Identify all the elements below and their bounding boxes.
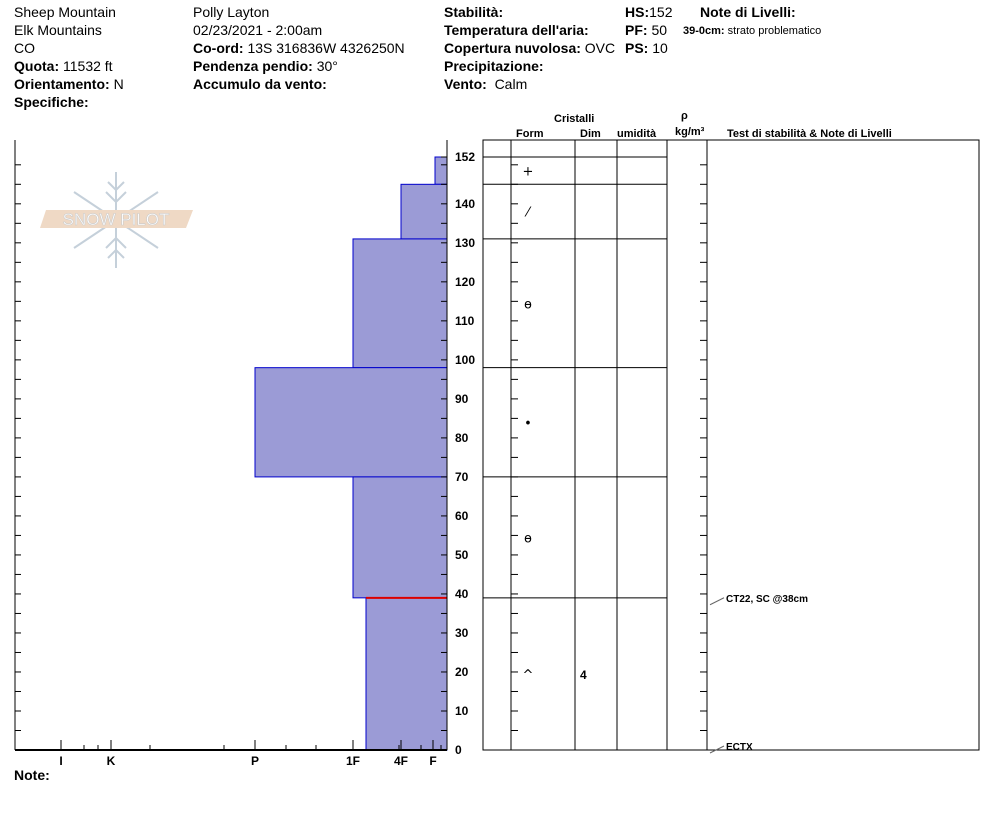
precip-label: Precipitazione: bbox=[444, 58, 544, 74]
size-header: Dim bbox=[580, 128, 601, 140]
ps: PS: 10 bbox=[625, 40, 668, 56]
height-label: 80 bbox=[455, 431, 469, 445]
grain-form-icon: ^ bbox=[523, 668, 534, 683]
hs: HS:152 bbox=[625, 4, 673, 20]
grain-form-icon: • bbox=[524, 416, 532, 431]
layer-table bbox=[482, 139, 980, 751]
air-temp-label: Temperatura dell'aria: bbox=[444, 22, 589, 38]
note-label: Note: bbox=[14, 767, 50, 783]
sky: Copertura nuvolosa: OVC bbox=[444, 40, 616, 56]
location: Sheep Mountain bbox=[14, 4, 116, 20]
hardness-bar bbox=[352, 238, 448, 369]
height-label: 152 bbox=[455, 150, 475, 164]
hardness-label: K bbox=[107, 754, 116, 768]
height-label: 60 bbox=[455, 509, 469, 523]
hardness-label: F bbox=[429, 754, 436, 768]
test-arrow bbox=[709, 597, 725, 606]
pf: PF: 50 bbox=[625, 22, 668, 38]
hardness-bar bbox=[365, 597, 448, 751]
hardness-bar bbox=[434, 156, 448, 185]
aspect: Orientamento: N bbox=[14, 76, 124, 92]
stability-label: Stabilità: bbox=[444, 4, 504, 20]
grain-form-icon: + bbox=[523, 165, 534, 180]
stability-test-label: ECTX bbox=[726, 742, 753, 753]
hardness-bar bbox=[352, 476, 448, 599]
hardness-bar bbox=[400, 183, 448, 240]
density-unit-header: kg/m³ bbox=[675, 126, 705, 138]
rho-header: ρ bbox=[681, 110, 688, 122]
coord: Co-ord: 13S 316836W 4326250N bbox=[193, 40, 405, 56]
wind: Vento: Calm bbox=[444, 76, 528, 92]
hardness-label: I bbox=[59, 754, 62, 768]
test-arrow bbox=[709, 745, 725, 754]
height-label: 110 bbox=[455, 314, 475, 328]
snowflake-icon: SNOW PILOT bbox=[40, 172, 193, 268]
grain-form-icon: ɵ bbox=[524, 531, 532, 546]
height-label: 50 bbox=[455, 548, 469, 562]
grain-size: 4 bbox=[580, 668, 587, 682]
hardness-bar bbox=[254, 367, 448, 478]
height-label: 90 bbox=[455, 392, 469, 406]
svg-text:SNOW PILOT: SNOW PILOT bbox=[63, 210, 170, 229]
grain-form-icon: ɵ bbox=[524, 297, 532, 312]
layer-note: 39-0cm: strato problematico bbox=[683, 25, 822, 37]
datetime: 02/23/2021 - 2:00am bbox=[193, 22, 323, 38]
height-label: 0 bbox=[455, 743, 462, 757]
stability-test-label: CT22, SC @38cm bbox=[726, 594, 808, 605]
moisture-header: umidità bbox=[617, 128, 657, 140]
slope: Pendenza pendio: 30° bbox=[193, 58, 338, 74]
height-label: 70 bbox=[455, 470, 469, 484]
height-label: 140 bbox=[455, 197, 475, 211]
height-label: 100 bbox=[455, 353, 475, 367]
hardness-label: P bbox=[251, 754, 259, 768]
hardness-label: 1F bbox=[346, 754, 360, 768]
height-label: 40 bbox=[455, 587, 469, 601]
specifics-label: Specifiche: bbox=[14, 94, 89, 110]
height-label: 130 bbox=[455, 236, 475, 250]
wind-loading-label: Accumulo da vento: bbox=[193, 76, 327, 92]
range: Elk Mountains bbox=[14, 22, 102, 38]
height-label: 120 bbox=[455, 275, 475, 289]
tests-header: Test di stabilità & Note di Livelli bbox=[727, 128, 892, 140]
crystals-header: Cristalli bbox=[554, 113, 595, 125]
state: CO bbox=[14, 40, 35, 56]
layer-notes-label: Note di Livelli: bbox=[700, 4, 796, 20]
elevation: Quota: 11532 ft bbox=[14, 58, 113, 74]
observer: Polly Layton bbox=[193, 4, 270, 20]
grain-form-icon: ⁄ bbox=[524, 206, 532, 221]
height-label: 20 bbox=[455, 665, 469, 679]
height-label: 30 bbox=[455, 626, 469, 640]
height-label: 10 bbox=[455, 704, 469, 718]
snowpilot-logo: SNOW PILOT bbox=[38, 170, 198, 270]
form-header: Form bbox=[516, 128, 544, 140]
hardness-label: 4F bbox=[394, 754, 408, 768]
